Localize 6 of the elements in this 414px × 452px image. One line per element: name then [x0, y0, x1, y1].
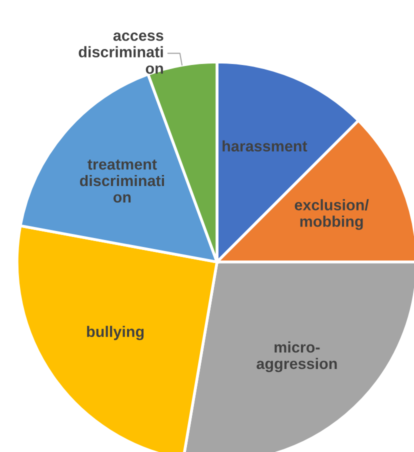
slice-label: bullying [87, 326, 144, 340]
slice-label: access discriminati on [78, 32, 164, 74]
slice-label: treatment discriminati on [80, 160, 164, 203]
slice-label: harassment [222, 140, 308, 152]
slice-label: exclusion/ mobbing [294, 199, 369, 230]
slice-label: micro- aggression [256, 341, 337, 372]
